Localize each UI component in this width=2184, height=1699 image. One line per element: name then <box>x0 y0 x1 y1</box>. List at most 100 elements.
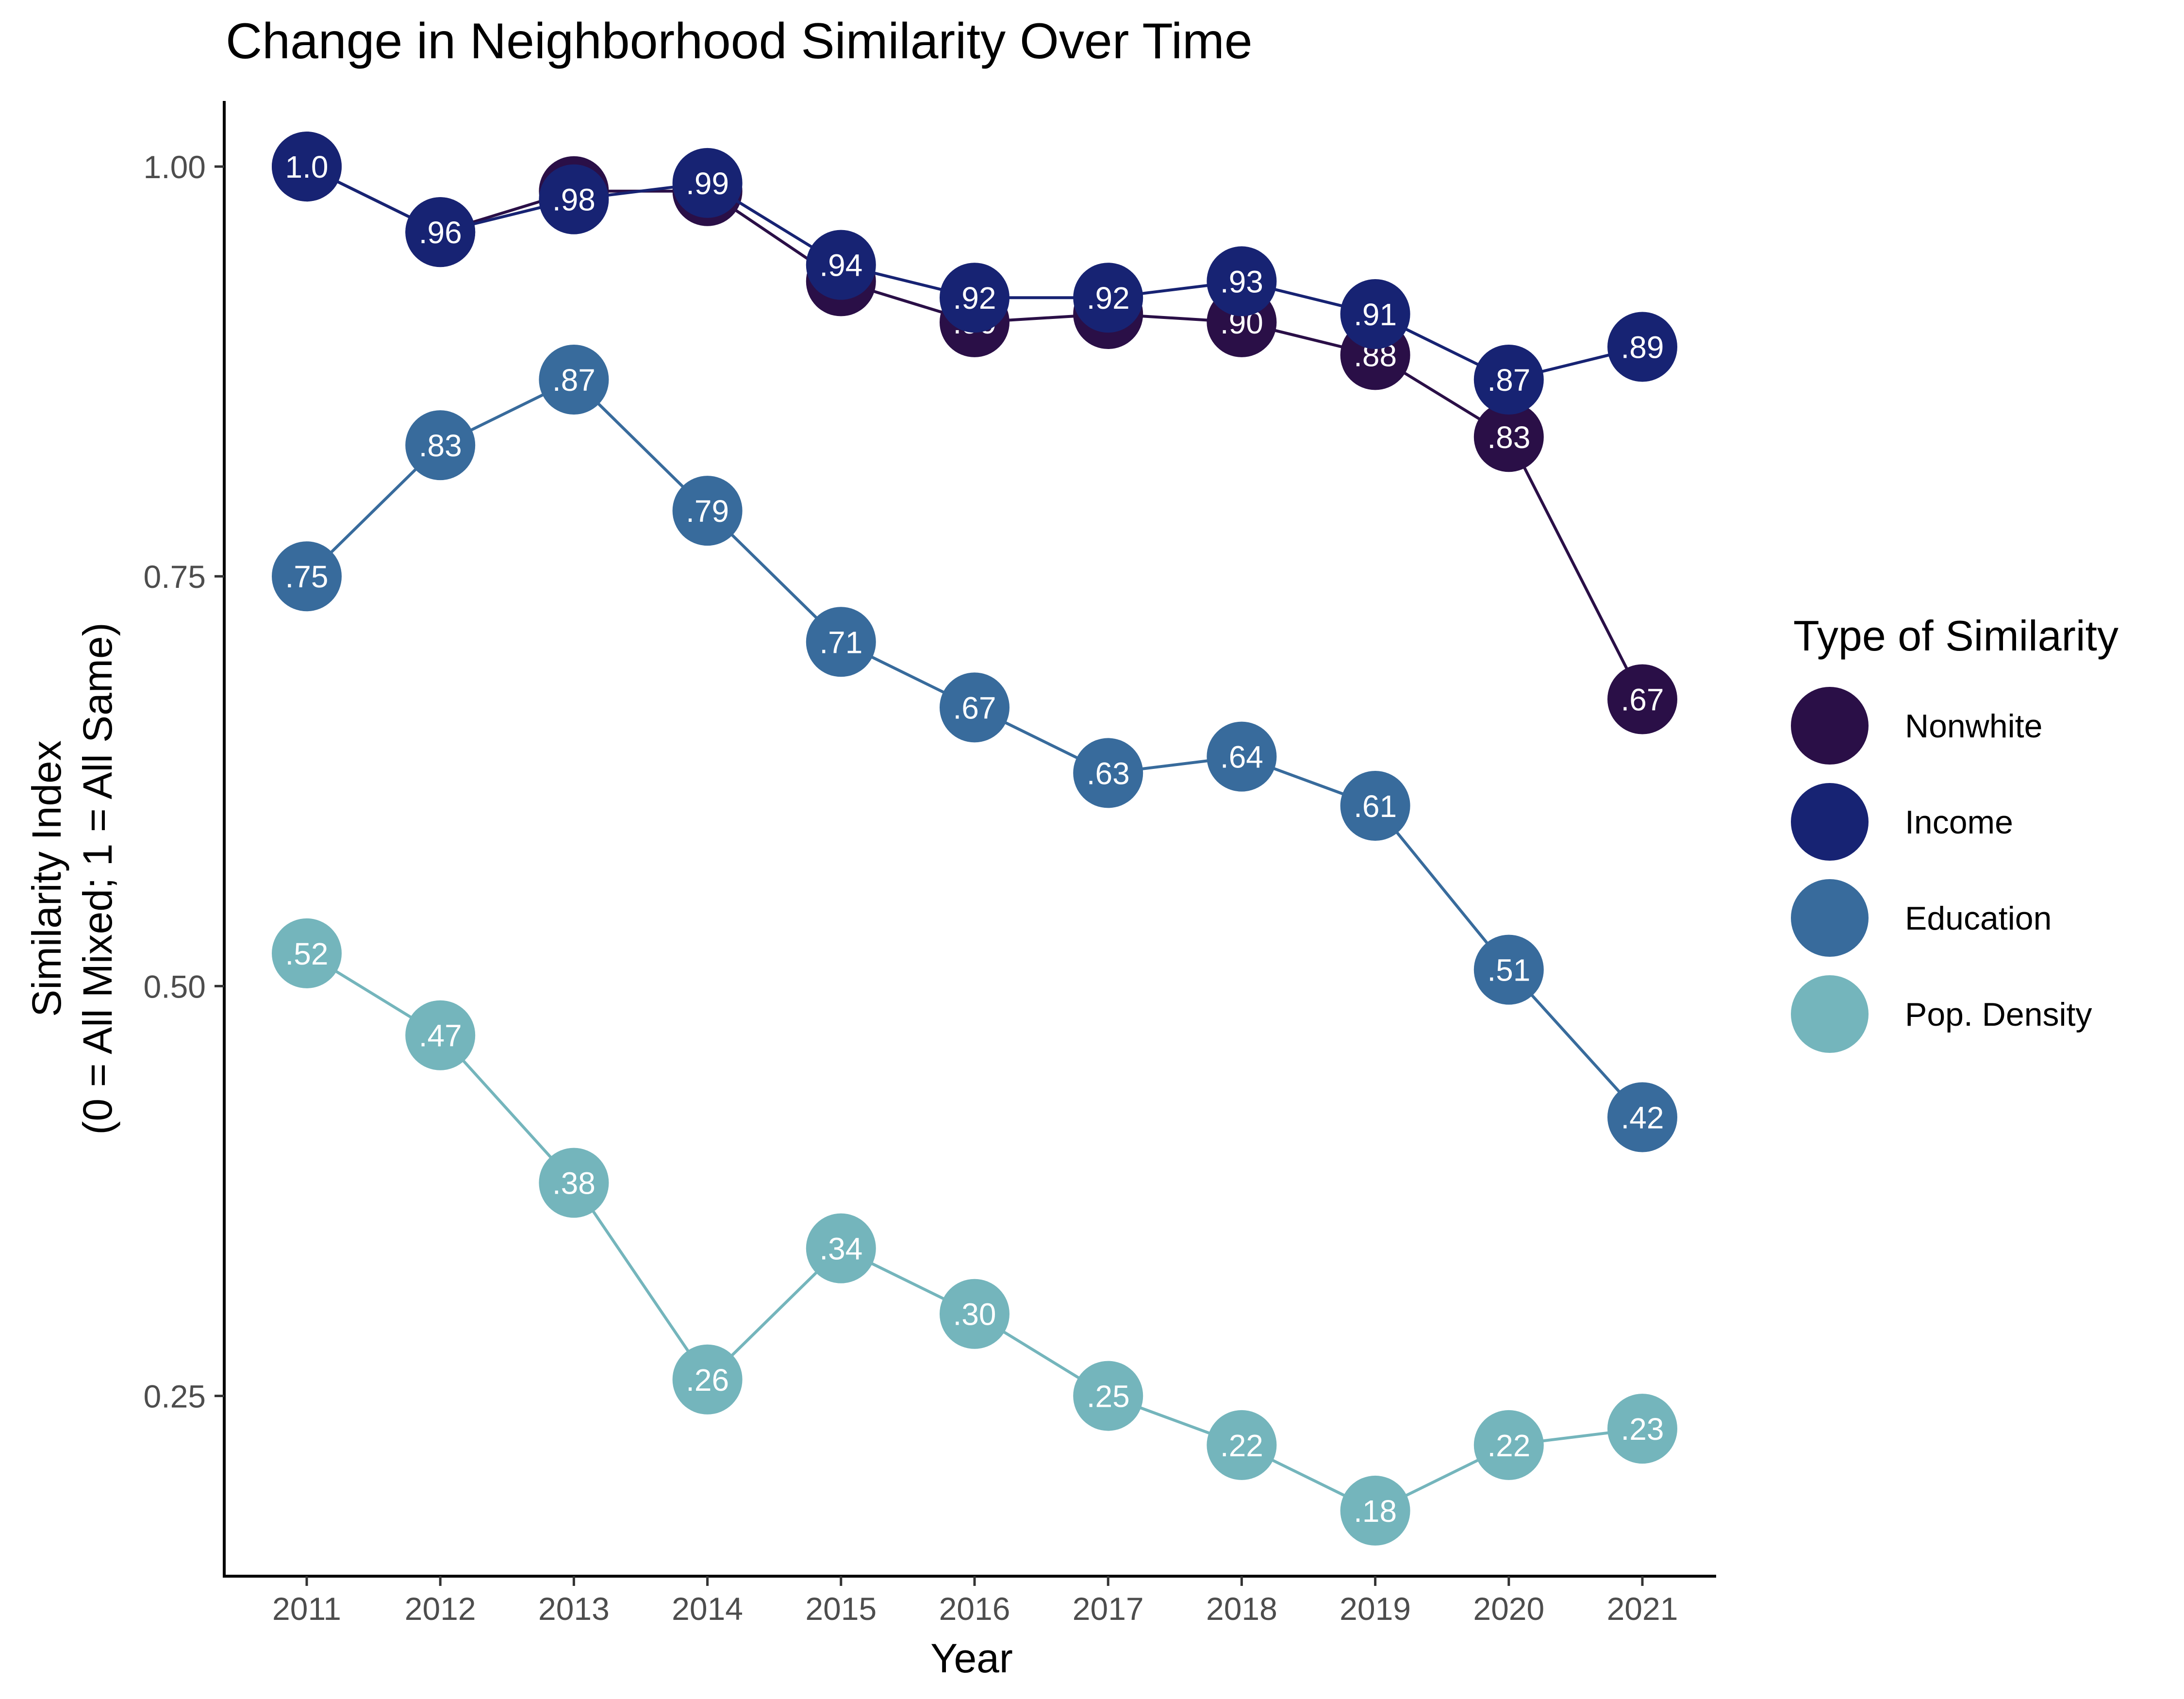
data-point <box>1607 1082 1677 1152</box>
x-axis-ticks: 2011 2012 2013 2014 2015 2016 2017 2018 2019 2020… <box>272 1576 1678 1627</box>
legend-label: Education <box>1905 900 2052 937</box>
data-point <box>1340 1475 1410 1546</box>
data-point <box>539 345 609 415</box>
data-point <box>539 164 609 234</box>
data-label: .22 <box>1487 1428 1530 1463</box>
data-point <box>1607 664 1677 734</box>
data-point <box>940 263 1009 333</box>
y-axis-title-line-2: (0 = All Mixed; 1 = All Same) <box>75 622 120 1134</box>
data-point <box>1473 402 1544 472</box>
data-label: .79 <box>686 494 729 529</box>
data-point <box>1073 1361 1143 1431</box>
data-label: .89 <box>1621 330 1664 365</box>
data-point <box>1473 1410 1544 1480</box>
legend-key <box>1791 687 1869 765</box>
data-label: .18 <box>1354 1494 1397 1529</box>
x-tick-label: 2019 <box>1340 1591 1411 1627</box>
data-label: .92 <box>953 281 996 316</box>
data-label: .96 <box>419 215 462 250</box>
x-tick-label: 2021 <box>1607 1591 1678 1627</box>
data-point <box>1607 312 1677 382</box>
series-income: 1.0 .96 .98 .99 .94 .92 .92 .93 .91 .87 .89 <box>272 132 1677 415</box>
data-label: .26 <box>686 1363 729 1398</box>
data-label: .93 <box>1220 264 1263 299</box>
data-label: .61 <box>1354 789 1397 824</box>
data-label: .30 <box>953 1297 996 1332</box>
data-label: .22 <box>1220 1428 1263 1463</box>
data-label: .91 <box>1354 297 1397 332</box>
data-label: .98 <box>552 183 596 217</box>
chart-title: Change in Neighborhood Similarity Over T… <box>226 13 1253 69</box>
data-point <box>1340 770 1410 841</box>
data-point <box>405 410 476 481</box>
data-label: .83 <box>1487 420 1530 455</box>
legend-title: Type of Similarity <box>1793 612 2118 660</box>
data-label: .75 <box>285 559 329 594</box>
legend: Type of Similarity Nonwhite Income Educati… <box>1791 612 2118 1053</box>
x-tick-label: 2013 <box>538 1591 610 1627</box>
x-tick-label: 2015 <box>805 1591 877 1627</box>
data-point <box>405 1000 476 1070</box>
data-label: .25 <box>1087 1379 1130 1414</box>
data-point <box>806 1213 876 1283</box>
legend-key <box>1791 879 1869 957</box>
data-point <box>1207 246 1277 316</box>
data-label: .87 <box>1487 363 1530 398</box>
data-label: .64 <box>1220 740 1263 775</box>
data-point <box>272 918 342 988</box>
y-tick-label: 0.75 <box>144 559 206 595</box>
data-point <box>1473 345 1544 415</box>
data-point <box>672 1344 743 1415</box>
x-tick-label: 2017 <box>1073 1591 1144 1627</box>
legend-key <box>1791 783 1869 861</box>
legend-label: Nonwhite <box>1905 708 2043 745</box>
series-education: .75 .83 .87 .79 .71 .67 .63 .64 .61 .51 .42 <box>272 345 1677 1152</box>
data-label: .99 <box>686 166 729 201</box>
data-label: .71 <box>819 625 862 660</box>
data-label: .67 <box>953 690 996 725</box>
data-point <box>1207 721 1277 792</box>
legend-key <box>1791 975 1869 1053</box>
series-pop-density: .52 .47 .38 .26 .34 .30 .25 .22 .18 .22 .23 <box>272 918 1677 1546</box>
data-point <box>1207 1410 1277 1480</box>
data-label: .63 <box>1087 756 1130 791</box>
series-line <box>306 165 1644 700</box>
data-point <box>1073 738 1143 808</box>
data-label: .94 <box>819 248 862 283</box>
data-label: .67 <box>1621 682 1664 717</box>
x-axis-title: Year <box>930 1635 1013 1681</box>
x-tick-label: 2011 <box>272 1591 341 1627</box>
x-tick-label: 2016 <box>939 1591 1010 1627</box>
plot-area: .52 .47 .38 .26 .34 .30 .25 .22 .18 .22 .23 .75 .83.… <box>272 132 1677 1546</box>
data-label: .52 <box>285 936 329 971</box>
data-label: .42 <box>1621 1100 1664 1135</box>
y-axis-title-line-1: Similarity Index <box>24 740 69 1017</box>
data-label: .47 <box>419 1018 462 1053</box>
x-tick-label: 2020 <box>1473 1591 1544 1627</box>
data-point <box>940 672 1009 743</box>
y-tick-label: 1.00 <box>144 149 206 185</box>
x-tick-label: 2014 <box>672 1591 743 1627</box>
data-label: .87 <box>552 363 596 398</box>
data-point <box>272 541 342 612</box>
data-point <box>806 607 876 677</box>
data-point <box>539 1148 609 1218</box>
data-point <box>940 1279 1009 1349</box>
data-label: .92 <box>1087 281 1130 316</box>
y-tick-label: 0.25 <box>144 1379 206 1415</box>
legend-label: Pop. Density <box>1905 996 2092 1033</box>
data-label: .38 <box>552 1166 596 1201</box>
data-point <box>1473 934 1544 1005</box>
data-point <box>272 132 342 202</box>
series-line <box>305 378 1644 1118</box>
legend-label: Income <box>1905 804 2013 841</box>
y-tick-label: 0.50 <box>144 968 206 1004</box>
data-point <box>672 476 743 546</box>
series-line <box>306 952 1643 1513</box>
data-point <box>806 230 876 300</box>
data-label: .34 <box>819 1232 862 1266</box>
data-label: 1.0 <box>285 150 329 184</box>
data-label: .51 <box>1487 953 1530 988</box>
data-point <box>1340 279 1410 349</box>
